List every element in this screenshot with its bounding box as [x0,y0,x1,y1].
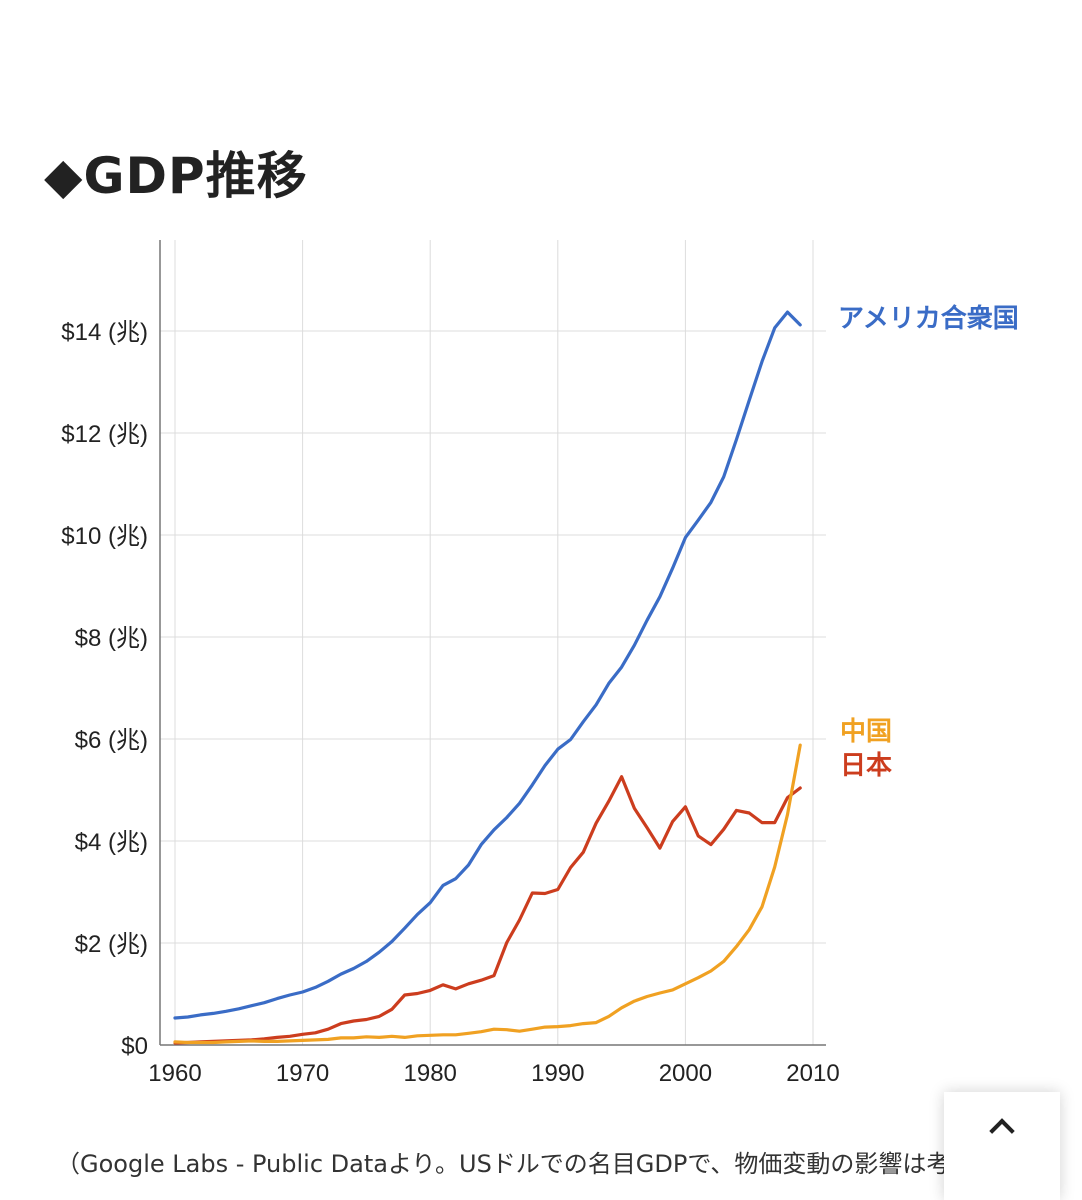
series-label-0: アメリカ合衆国 [838,303,1019,334]
chevron-up-icon [989,1118,1015,1144]
x-tick-label: 1970 [276,1060,329,1087]
y-tick-label: $14 (兆) [61,319,148,346]
y-tick-label: $0 [121,1033,148,1060]
x-tick-label: 1960 [148,1060,201,1087]
series-line-1 [173,775,802,1045]
x-tick-label: 2010 [786,1060,839,1087]
gdp-line-chart: $0 $2 (兆) $4 (兆) $6 (兆) $8 (兆) $10 (兆) $12 (兆)… [61,240,1019,1087]
x-tick-label: 1990 [531,1060,584,1087]
back-to-top-button[interactable] [944,1092,1060,1200]
series-line-2 [173,743,802,1045]
series-line-0 [173,310,802,1020]
axes: $0 $2 (兆) $4 (兆) $6 (兆) $8 (兆) $10 (兆) $12 (兆)… [61,240,840,1087]
series-lines [173,310,802,1045]
y-tick-label: $4 (兆) [75,829,148,856]
x-tick-label: 1980 [404,1060,457,1087]
series-label-2: 中国 [840,717,892,747]
grid [160,240,826,1045]
series-label-1: 日本 [840,751,892,781]
gdp-chart: $0 $2 (兆) $4 (兆) $6 (兆) $8 (兆) $10 (兆) $12 (兆)… [0,220,1082,1110]
x-tick-label: 2000 [659,1060,712,1087]
source-caption: （Google Labs - Public Dataより。USドルでの名目GDP… [56,1150,951,1178]
y-tick-label: $12 (兆) [61,421,148,448]
y-tick-label: $8 (兆) [75,625,148,652]
y-tick-label: $6 (兆) [75,727,148,754]
page-title: ◆GDP推移 [44,147,308,205]
y-tick-label: $10 (兆) [61,523,148,550]
y-tick-label: $2 (兆) [75,931,148,958]
